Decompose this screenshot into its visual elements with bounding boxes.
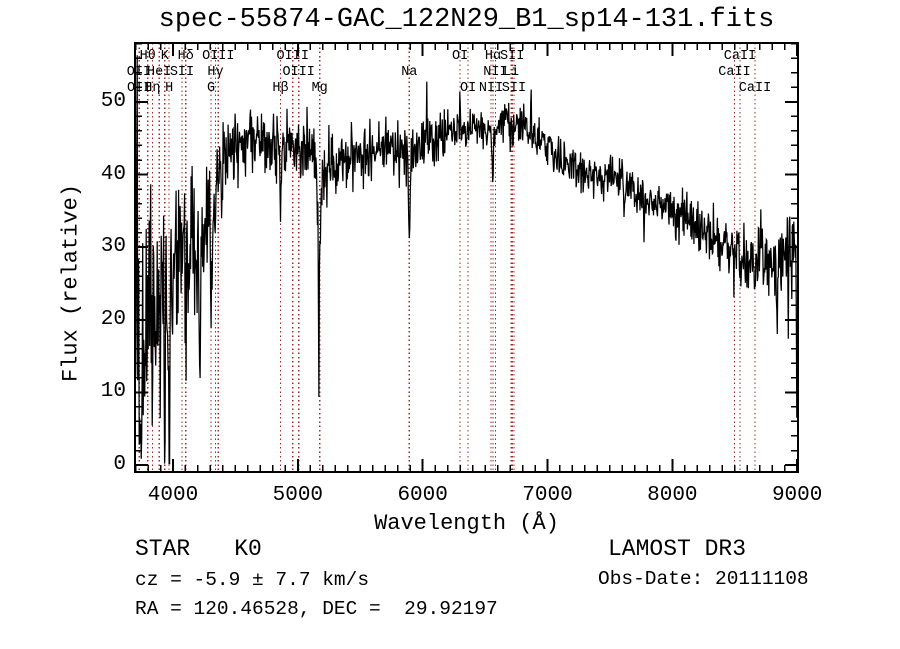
spectrum-trace [134, 55, 799, 465]
y-tick-label: 20 [100, 307, 126, 331]
spectral-line-label: NII [478, 81, 504, 96]
spectral-line-label: Hη [144, 81, 161, 96]
spectral-line-label: OI [452, 49, 469, 64]
spectral-line-label: Hθ [139, 49, 156, 64]
spectral-line-label: Na [401, 65, 418, 80]
x-tick-label: 4000 [147, 484, 199, 507]
spectral-line-label: Hα [484, 49, 502, 64]
spectral-line-label: CaII [738, 81, 772, 96]
plot-title: spec-55874-GAC_122N29_B1_sp14-131.fits [158, 5, 775, 35]
y-tick-label: 10 [100, 380, 126, 404]
y-axis-label: Flux (relative) [58, 183, 84, 383]
spectral-line-label: CaII [718, 65, 751, 80]
x-tick-label: 7000 [522, 484, 573, 507]
classification-line: STAR K0 [135, 536, 262, 562]
spectral-line-label: SII [501, 81, 527, 96]
spectral-line-label: G [207, 81, 216, 96]
ra-dec-text: RA = 120.46528, DEC = 29.92197 [135, 598, 498, 620]
spectral-line-label: OII [126, 65, 152, 80]
spectral-line-label: H [165, 81, 174, 96]
obs-date-text: Obs-Date: 20111108 [598, 568, 809, 590]
spectral-line-label: OI [460, 81, 477, 96]
spectral-line-label: HeI [146, 65, 172, 80]
plot-frame [134, 42, 799, 473]
spectral-line-label: OII [127, 81, 152, 96]
object-class: STAR [135, 536, 191, 562]
spectral-line-label: K [160, 49, 169, 64]
spectral-line-label: NII [483, 65, 508, 80]
x-tick-label: 9000 [771, 484, 823, 507]
survey-release-text: LAMOST DR3 [608, 536, 747, 562]
y-tick-label: 50 [100, 89, 126, 113]
y-tick-label: 0 [113, 453, 126, 477]
spectral-line-label: Hγ [207, 65, 224, 80]
x-tick-label: 5000 [272, 484, 324, 507]
spectral-line-label: Mg [311, 81, 328, 96]
spectral-line-label: CaII [723, 49, 757, 64]
spectral-line-label: OIII [282, 65, 315, 80]
x-tick-label: 8000 [647, 484, 698, 507]
x-axis-label: Wavelength (Å) [374, 511, 559, 536]
spectral-line-label: OIII [202, 49, 235, 64]
object-subclass: K0 [234, 536, 262, 562]
spectral-line-label: Li [502, 65, 520, 80]
spectral-line-label: SII [169, 65, 195, 80]
spectral-line-label: Hβ [272, 81, 289, 96]
spectral-line-label: Hδ [177, 49, 194, 64]
y-tick-label: 40 [100, 162, 126, 186]
cz-velocity-text: cz = -5.9 ± 7.7 km/s [135, 569, 370, 591]
spectral-line-label: SII [500, 49, 525, 64]
x-tick-label: 6000 [397, 484, 448, 507]
y-tick-label: 30 [100, 235, 126, 259]
spectral-line-label: OIII [276, 49, 309, 64]
